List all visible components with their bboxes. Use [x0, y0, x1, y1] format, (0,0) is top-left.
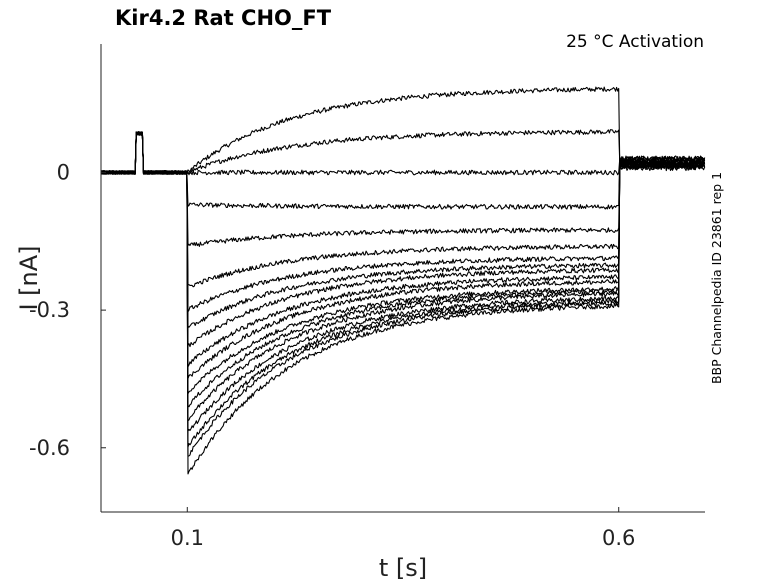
- current-trace: [100, 131, 706, 457]
- x-tick-label: 0.1: [171, 526, 204, 550]
- current-trace: [100, 131, 706, 176]
- source-note: BBP Channelpedia ID 23861 rep 1: [709, 172, 724, 384]
- current-trace: [100, 129, 706, 175]
- current-trace: [100, 131, 705, 313]
- current-trace: [100, 131, 705, 348]
- traces: [100, 86, 706, 475]
- current-trace: [100, 131, 706, 448]
- y-tick-label: -0.3: [29, 298, 70, 322]
- y-ticks: 0 -0.3 -0.6: [29, 160, 106, 460]
- current-trace: [100, 131, 706, 432]
- current-trace: [100, 131, 706, 422]
- chart-title: Kir4.2 Rat CHO_FT: [115, 6, 332, 30]
- current-trace: [100, 131, 706, 408]
- current-trace: [100, 131, 706, 380]
- current-trace: [100, 86, 706, 175]
- current-trace: [100, 131, 706, 210]
- x-tick-label: 0.6: [602, 526, 635, 550]
- current-trace: [100, 132, 706, 475]
- y-axis-label: I [nA]: [15, 245, 43, 310]
- current-trace: [100, 131, 705, 288]
- current-trace: [100, 131, 706, 247]
- x-ticks: 0.1 0.6: [171, 507, 635, 550]
- current-trace: [100, 132, 705, 395]
- current-trace: [100, 131, 705, 368]
- y-tick-label: -0.6: [29, 436, 70, 460]
- current-trace: [100, 131, 705, 328]
- x-axis-label: t [s]: [379, 554, 427, 582]
- condition-label: 25 °C Activation: [566, 32, 704, 52]
- y-tick-label: 0: [57, 160, 70, 184]
